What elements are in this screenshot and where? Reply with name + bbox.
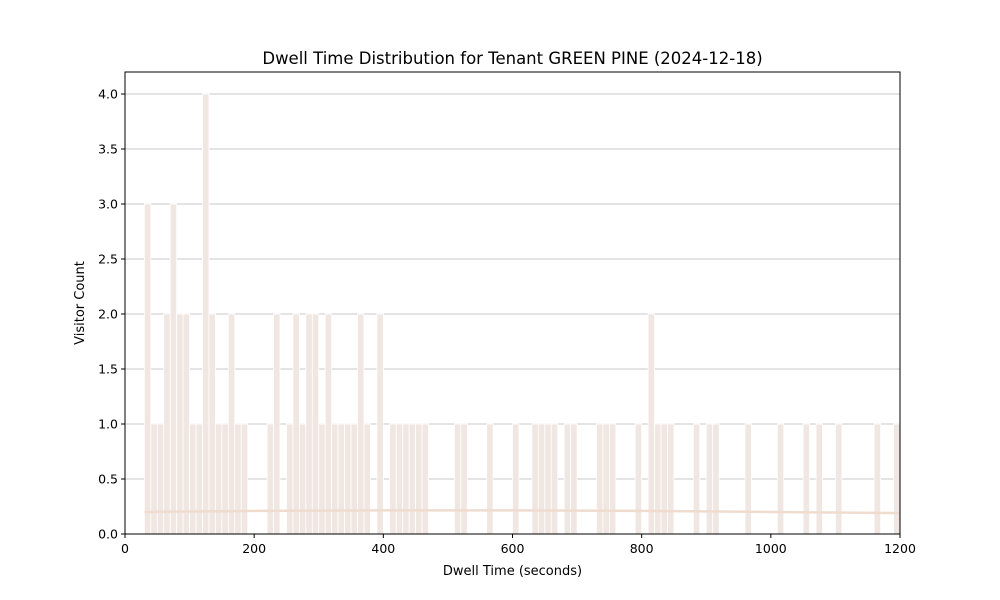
- histogram-bar: [169, 203, 178, 535]
- histogram-bar: [395, 423, 404, 535]
- x-tick-label: 1000: [755, 541, 787, 556]
- histogram-bar: [408, 423, 417, 535]
- histogram-bar: [143, 203, 152, 535]
- histogram-bar: [266, 423, 274, 535]
- chart-title: Dwell Time Distribution for Tenant GREEN…: [262, 49, 762, 68]
- histogram-bar: [537, 423, 546, 535]
- histogram-bar: [195, 423, 203, 535]
- y-tick-label: 0.0: [98, 527, 118, 542]
- histogram-bar: [221, 423, 229, 535]
- y-tick-label: 1.0: [98, 417, 118, 432]
- histogram-bar: [324, 313, 333, 535]
- histogram-bar: [292, 313, 300, 535]
- histogram-bar: [156, 423, 165, 535]
- histogram-bar: [712, 423, 720, 535]
- x-tick-label: 200: [242, 541, 266, 556]
- histogram-bar: [344, 423, 352, 535]
- y-axis-ticks: 0.0 0.5 1.0 1.5 2.0 2.5 3.0 3.5 4.0: [98, 87, 125, 542]
- y-tick-label: 2.0: [98, 307, 118, 322]
- histogram-bar: [357, 313, 365, 535]
- histogram-bar: [815, 423, 823, 535]
- histogram-bar: [692, 423, 701, 535]
- histogram-bar: [744, 423, 752, 535]
- histogram-bar: [202, 93, 210, 535]
- histogram-bar: [873, 423, 882, 535]
- histogram-bar: [182, 313, 190, 535]
- x-tick-label: 800: [630, 541, 654, 556]
- histogram-bar: [298, 423, 307, 535]
- histogram-bar: [176, 313, 184, 535]
- x-tick-label: 400: [371, 541, 395, 556]
- histogram-bar: [363, 423, 371, 535]
- histogram-bar: [208, 313, 216, 535]
- histogram-bar: [544, 423, 552, 535]
- x-tick-label: 0: [121, 541, 129, 556]
- histogram-bar: [570, 423, 578, 535]
- histogram-bar: [776, 423, 785, 535]
- histogram-bar: [835, 423, 843, 535]
- histogram-bar: [337, 423, 345, 535]
- histogram-bar: [647, 313, 655, 535]
- histogram-bar: [273, 313, 281, 535]
- y-tick-label: 2.5: [98, 252, 118, 267]
- x-axis-ticks: 0 200 400 600 800 1000 1200: [121, 534, 916, 556]
- histogram-bar: [608, 423, 617, 535]
- histogram-bar: [286, 423, 294, 535]
- histogram-bar: [421, 423, 429, 535]
- histogram-bar: [415, 423, 423, 535]
- histogram-bar: [550, 423, 559, 535]
- histogram-bar: [234, 423, 242, 535]
- histogram-bar: [389, 423, 397, 535]
- histogram-bar: [486, 423, 494, 535]
- histogram-bar: [189, 423, 197, 535]
- histogram-bar: [350, 423, 358, 535]
- histogram-bar: [602, 423, 610, 535]
- histogram-bar: [531, 423, 539, 535]
- y-tick-label: 4.0: [98, 87, 118, 102]
- histogram-bar: [634, 423, 643, 535]
- y-tick-label: 1.5: [98, 362, 118, 377]
- histogram-bar: [563, 423, 572, 535]
- histogram-bar: [318, 423, 326, 535]
- histogram-bar: [893, 423, 901, 535]
- histogram-bar: [331, 423, 339, 535]
- histogram-bar: [150, 423, 158, 535]
- histogram-bar: [311, 313, 320, 535]
- histogram-bar: [596, 423, 604, 535]
- histogram-bar: [240, 423, 249, 535]
- histogram-bar: [453, 423, 462, 535]
- histogram-bar: [163, 313, 171, 535]
- histogram-bar: [376, 313, 384, 535]
- x-tick-label: 1200: [884, 541, 916, 556]
- histogram-bar: [654, 423, 662, 535]
- histogram-bar: [305, 313, 313, 535]
- y-tick-label: 3.0: [98, 197, 118, 212]
- histogram-bar: [667, 423, 675, 535]
- histogram-bar: [402, 423, 410, 535]
- histogram-bar: [227, 313, 236, 535]
- y-tick-label: 0.5: [98, 472, 118, 487]
- histogram-bar: [215, 423, 223, 535]
- x-axis-label: Dwell Time (seconds): [443, 564, 582, 579]
- y-axis-label: Visitor Count: [73, 261, 88, 345]
- histogram-bar: [660, 423, 668, 535]
- y-tick-label: 3.5: [98, 142, 118, 157]
- x-tick-label: 600: [501, 541, 525, 556]
- density-line: [144, 509, 901, 515]
- histogram-bar: [460, 423, 468, 535]
- histogram-bar: [802, 423, 810, 535]
- histogram-bar: [512, 423, 520, 535]
- histogram-bar: [705, 423, 714, 535]
